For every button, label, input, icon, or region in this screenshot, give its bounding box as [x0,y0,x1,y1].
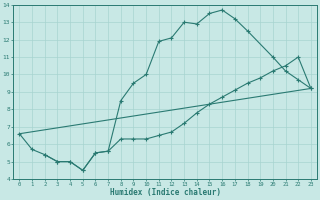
X-axis label: Humidex (Indice chaleur): Humidex (Indice chaleur) [110,188,220,197]
